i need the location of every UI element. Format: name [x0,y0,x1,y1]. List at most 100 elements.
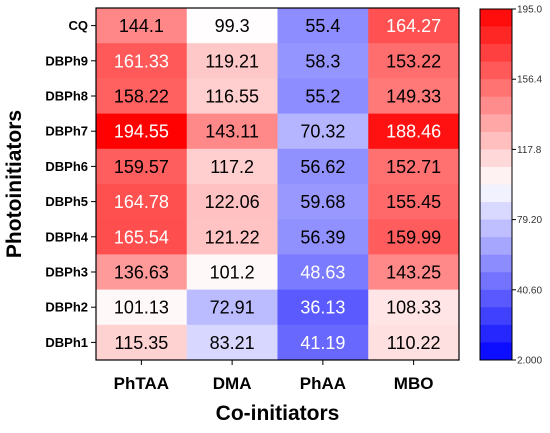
cell-value-label: 143.11 [205,122,259,142]
heatmap-cell [368,43,460,79]
colorbar-segment [480,96,512,115]
heatmap-cell [186,289,278,326]
cell-value-label: 55.4 [305,16,340,36]
cell-value-label: 58.3 [305,51,340,71]
heatmap-cell [186,148,278,185]
heatmap-cell [277,8,369,44]
x-tick-label: PhAA [300,374,346,393]
cell-value-label: 55.2 [305,87,340,107]
heatmap-cell [96,324,188,361]
heatmap-cell [96,78,188,115]
cell-value-label: 194.55 [114,122,169,142]
cell-value-label: 108.33 [386,298,441,318]
colorbar [479,8,513,361]
colorbar-tick-label: 79.20 [517,215,542,226]
cell-value-label: 116.55 [205,87,259,107]
cell-value-label: 101.2 [210,263,255,283]
cell-value-label: 121.22 [205,227,260,247]
cell-value-label: 70.32 [300,122,345,142]
colorbar-tick-label: 40.60 [517,285,542,296]
colorbar-segment [480,202,512,220]
x-tick-label: MBO [394,374,434,393]
y-tick-label: DBPh7 [45,124,88,139]
cell-value-label: 158.22 [114,87,169,107]
cell-value-label: 48.63 [300,263,345,283]
cell-value-label: 56.62 [300,157,345,177]
heatmap-cell [368,289,460,326]
heatmap-cell [186,324,278,361]
y-axis-title: Photoinitiators [3,110,26,258]
colorbar-segment [480,44,512,63]
y-tick-labels: CQ DBPh9 DBPh8 DBPh7 DBPh6 DBPh5 DBPh4 DBPh3 DBP… [45,18,96,350]
colorbar-segment [480,289,512,308]
cell-value-label: 41.19 [300,333,345,353]
heatmap-cell [368,148,460,185]
cell-value-label: 117.2 [210,157,254,177]
y-tick-label: DBPh9 [45,53,88,68]
heatmap-cell [368,113,460,150]
cell-value-label: 122.06 [205,192,260,212]
cell-value-label: 188.46 [386,122,441,142]
heatmap-cell [277,113,369,150]
cell-value-label: 164.78 [114,192,169,212]
cell-value-label: 159.99 [386,227,441,247]
cell-value-label: 119.21 [205,51,259,71]
y-tick-label: DBPh6 [45,159,88,174]
colorbar-tick-label: 2.000 [517,356,542,367]
cell-value-label: 153.22 [386,51,441,71]
heatmap-cell [368,254,460,291]
x-tick-label: PhTAA [114,374,169,393]
colorbar-segment [480,307,512,326]
heatmap-cell [186,78,278,115]
cell-value-label: 56.39 [300,227,345,247]
cell-value-label: 59.68 [300,192,345,212]
cell-value-label: 136.63 [114,263,169,283]
colorbar-tick-label: 195.0 [517,5,542,16]
colorbar-segment [480,219,512,238]
cell-value-label: 143.25 [386,263,441,283]
heatmap-cell [277,324,369,361]
y-tick-label: CQ [69,18,89,33]
cell-value-label: 72.91 [210,298,255,318]
heatmap-cell [368,78,460,115]
cell-value-label: 149.33 [386,87,441,107]
y-tick-label: DBPh1 [45,335,88,350]
colorbar-segment [480,149,512,168]
x-tick-labels: PhTAA DMA PhAA MBO [114,360,434,393]
heatmap-cell [368,219,460,255]
x-tick-label: DMA [213,374,252,393]
y-tick-label: DBPh3 [45,265,88,280]
cell-value-label: 155.45 [386,192,441,212]
heatmap-cell [277,219,369,255]
y-tick-label: DBPh8 [45,89,88,104]
cell-value-label: 110.22 [387,333,441,353]
heatmap-cell [277,254,369,291]
heatmap-cell [96,184,188,220]
heatmap-cell [277,184,369,220]
cell-value-label: 115.35 [115,333,169,353]
heatmap-cell [186,219,278,255]
cell-value-label: 164.27 [386,16,441,36]
colorbar-segment [480,9,512,27]
cell-value-label: 36.13 [300,298,345,318]
colorbar-segment [480,237,512,256]
heatmap-cell [368,184,460,220]
y-tick-label: DBPh2 [45,300,88,315]
heatmap-cell [96,43,188,79]
heatmap-cell [368,324,460,361]
heatmap-cell [277,78,369,115]
colorbar-segment [480,61,512,80]
colorbar-segment [480,166,512,185]
y-tick-label: DBPh4 [45,229,88,244]
heatmap-cell [186,113,278,150]
heatmap-cell [96,219,188,255]
cell-value-label: 152.71 [386,157,441,177]
cell-value-label: 83.21 [210,333,255,353]
colorbar-segment [480,79,512,98]
heatmap-cell [186,254,278,291]
heatmap-cell [277,289,369,326]
cell-value-label: 161.33 [114,51,169,71]
cell-value-label: 159.57 [114,157,169,177]
colorbar-segment [480,254,512,273]
x-axis-title: Co-initiators [216,402,340,425]
